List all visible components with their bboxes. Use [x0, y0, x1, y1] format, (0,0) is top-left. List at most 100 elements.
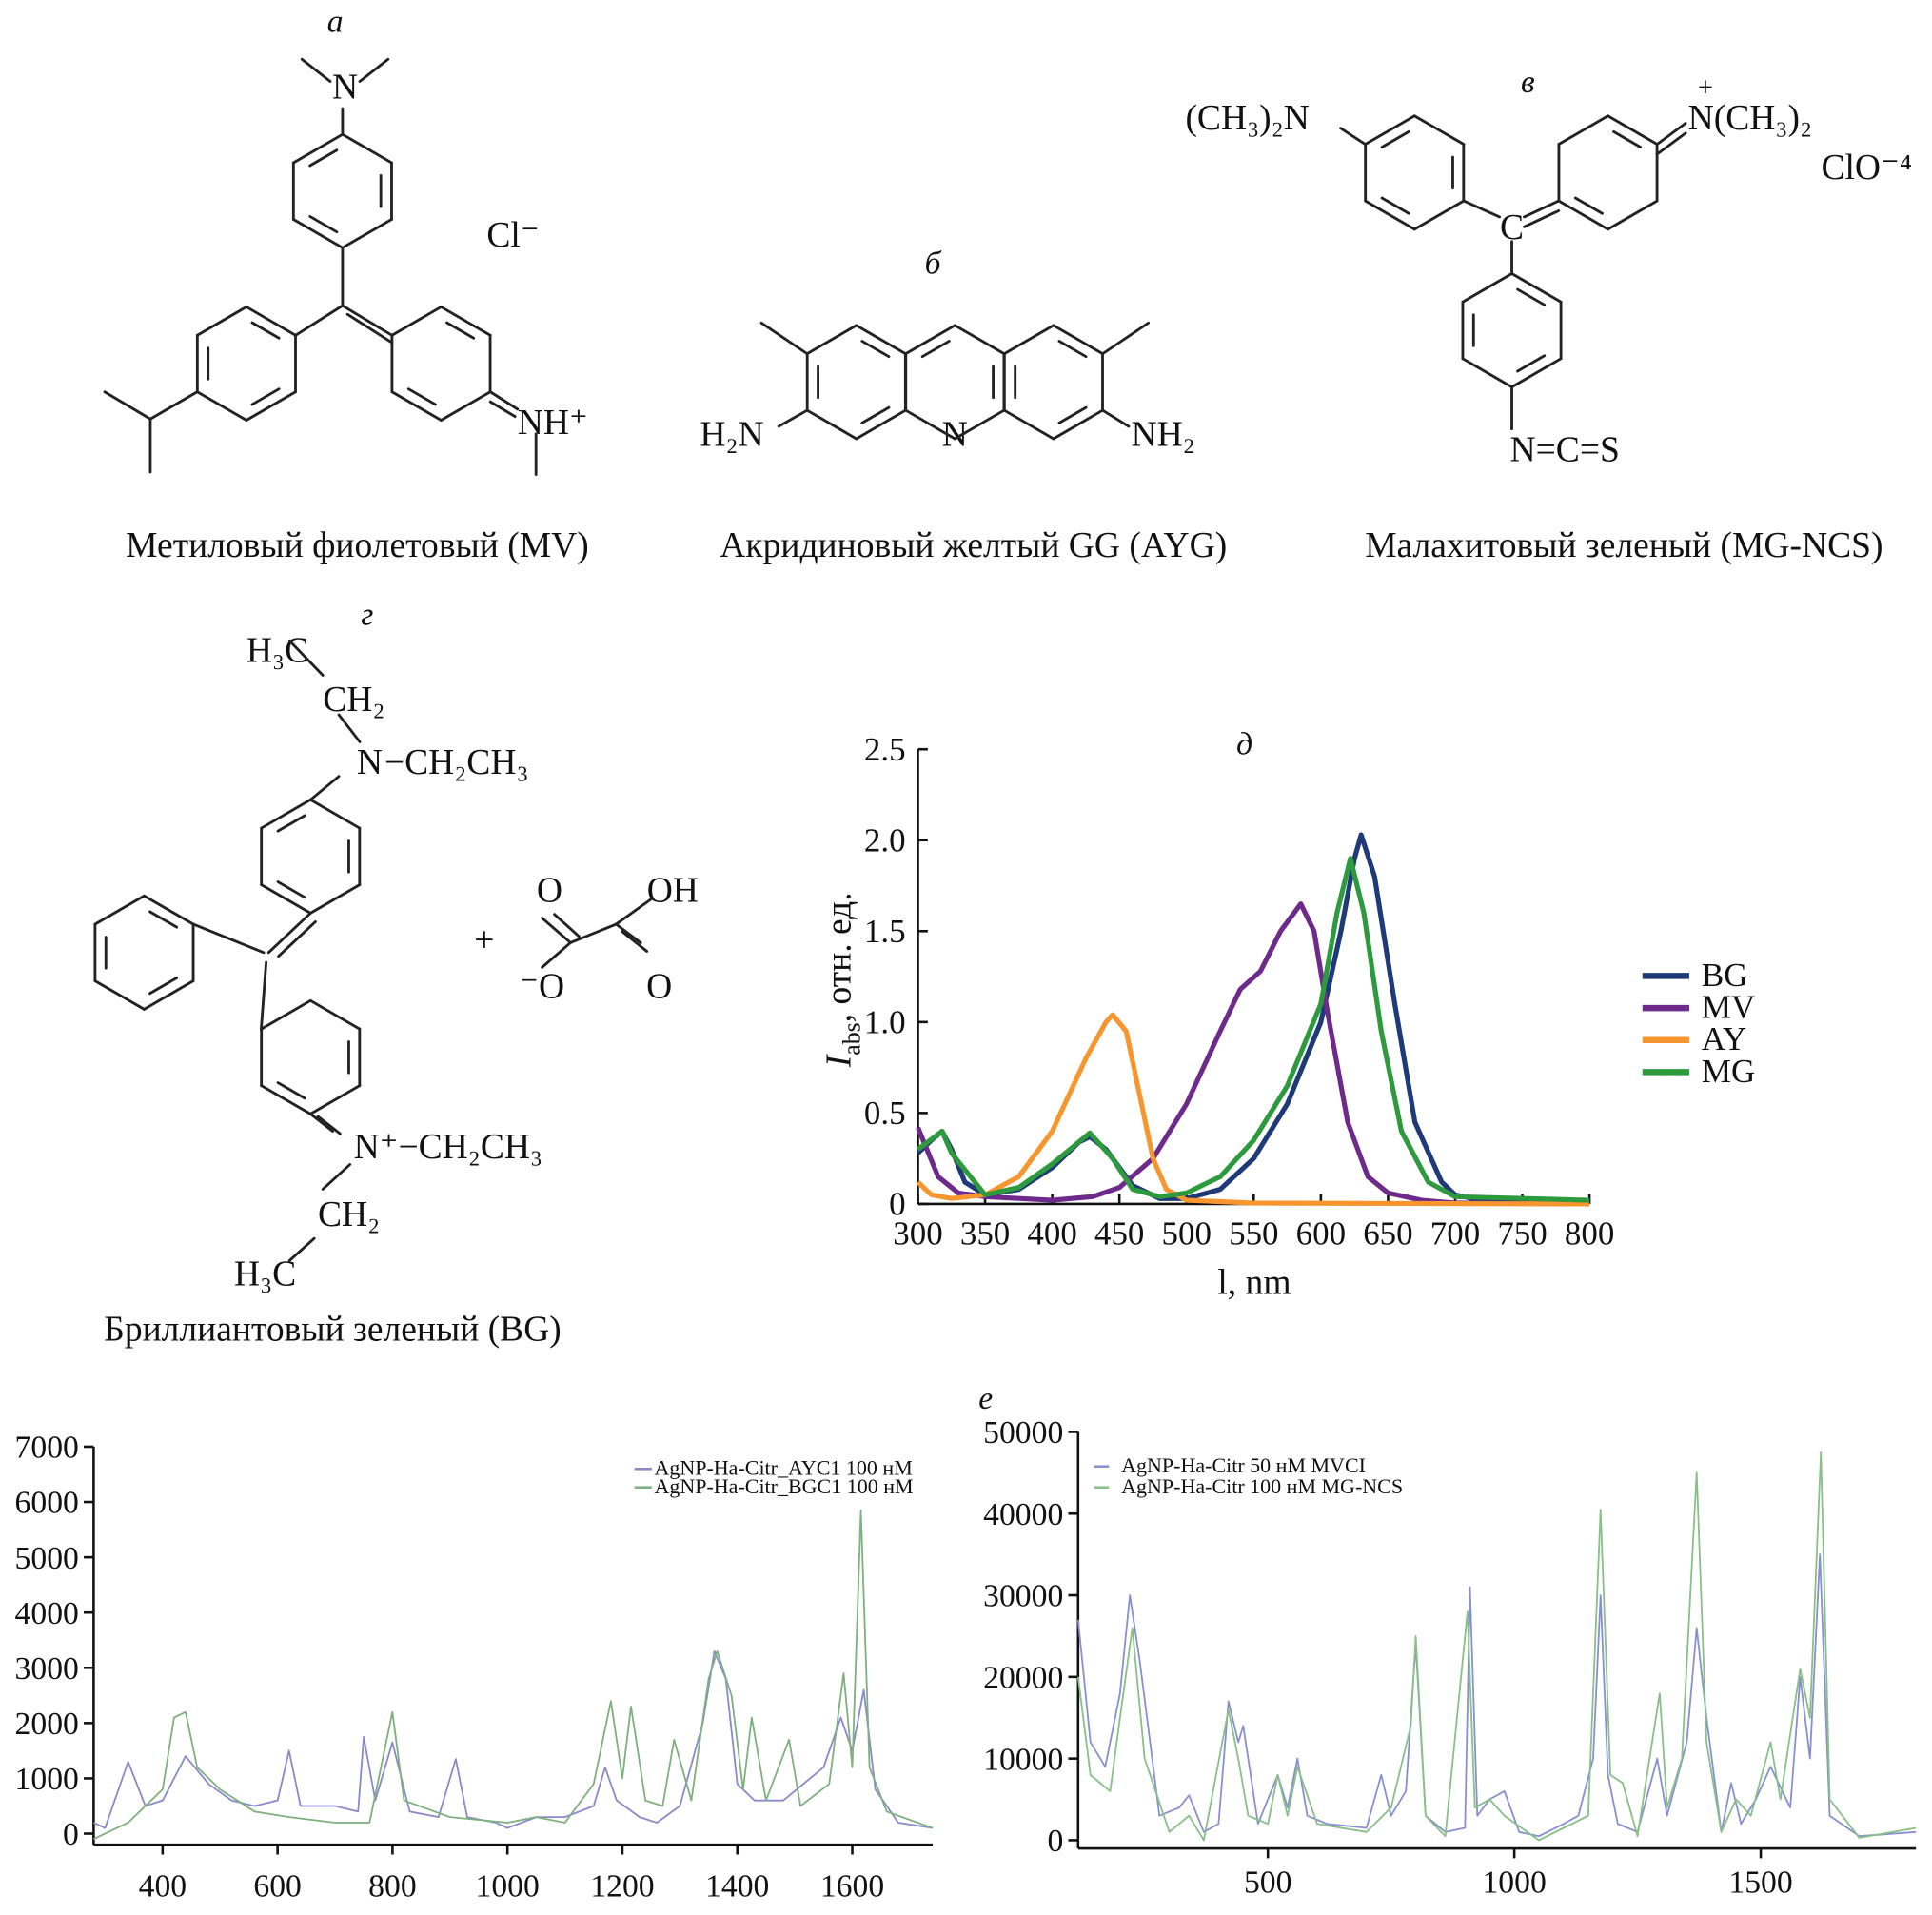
atom-ncs: N=C=S: [1510, 430, 1620, 469]
x-tick-label: 400: [1027, 1215, 1076, 1253]
bond: [621, 930, 649, 953]
x-tick-label: 1600: [820, 1869, 884, 1905]
series-line-ay: [916, 1012, 1590, 1207]
bond: [260, 998, 312, 1031]
bond: [1052, 324, 1104, 356]
bond: [390, 390, 443, 422]
legend-label: AgNP-Ha-Citr_AYC1 100 нМ: [654, 1456, 912, 1480]
bond: [291, 218, 345, 249]
y-axis-label: Iabs, отн. ед.: [819, 892, 865, 1068]
bond: [541, 941, 572, 969]
bond: [553, 913, 581, 938]
series-line-mg: [916, 856, 1590, 1203]
y-tick-label: 30000: [983, 1579, 1063, 1614]
y-tick-label: 2.0: [864, 821, 906, 859]
bond: [276, 814, 306, 833]
bond: [904, 324, 956, 356]
y-tick-label: 1.5: [864, 913, 906, 950]
bond: [143, 979, 195, 1011]
atom-n: N: [332, 69, 358, 108]
series-line-mv: [916, 901, 1590, 1207]
bond: [614, 922, 642, 944]
bond: [1516, 287, 1547, 306]
bond: [1057, 405, 1088, 424]
bond: [1510, 357, 1563, 389]
y-tick-label: 1000: [15, 1762, 79, 1797]
atom-oh: OH: [647, 872, 699, 911]
bond: [390, 306, 443, 337]
bond: [1057, 340, 1088, 359]
caption-bg: Бриллиантовый зеленый (BG): [104, 1311, 562, 1350]
y-tick-label: 7000: [15, 1431, 79, 1466]
bond: [953, 408, 1006, 441]
bond: [1339, 127, 1367, 146]
y-tick-label: 2.5: [864, 731, 906, 768]
bond: [308, 775, 341, 801]
bond: [1364, 199, 1416, 231]
series-line-agnp-ha-citr-ayc1-100-: [93, 1649, 934, 1829]
structure-brilliant-green: г H₃C CH₂ N −CH₂CH₃ N⁺−CH₂CH₃ CH₂ H₃C + …: [104, 597, 699, 1349]
bond: [1052, 408, 1104, 441]
caption-mg: Малахитовый зеленый (MG-NCS): [1365, 526, 1883, 565]
caption-mv: Метиловый фиолетовый (MV): [126, 526, 589, 565]
bond: [294, 304, 345, 337]
x-tick-label: 350: [960, 1215, 1010, 1253]
legend-label: AgNP-Ha-Citr_BGC1 100 нМ: [654, 1474, 913, 1498]
y-tick-label: 0: [889, 1186, 905, 1223]
panel-letter-a: а: [327, 5, 344, 40]
bond: [440, 306, 492, 337]
x-tick-label: 550: [1229, 1215, 1278, 1253]
bond: [488, 390, 520, 411]
bond: [308, 1084, 362, 1115]
y-tick-label: 0.5: [864, 1095, 906, 1132]
bond: [341, 132, 393, 165]
bond: [250, 387, 281, 406]
bond-lines: [93, 57, 1687, 1262]
x-tick-label: 1000: [476, 1869, 540, 1905]
legend-label: BG: [1702, 957, 1748, 994]
x-tick-label: 1000: [1482, 1866, 1546, 1901]
bond: [1380, 129, 1410, 149]
bond: [308, 215, 339, 234]
raman-chart-right: 500 1000 1500 0 10000 20000 30000 40000 50000 AgN…: [983, 1415, 1917, 1901]
bond: [1655, 131, 1687, 156]
bond: [260, 883, 312, 915]
bond: [93, 979, 146, 1011]
bond: [191, 922, 266, 955]
bond: [277, 920, 317, 958]
y-tick-label: 5000: [15, 1541, 79, 1576]
x-tick-label: 800: [1565, 1215, 1614, 1253]
x-tick-label: 450: [1094, 1215, 1144, 1253]
atom-n-ring: N: [942, 416, 968, 455]
x-tick-label: 600: [1296, 1215, 1346, 1253]
bond: [1557, 114, 1609, 146]
bond: [777, 408, 809, 428]
bond: [445, 321, 476, 340]
bond: [1462, 199, 1502, 219]
bond: [143, 894, 195, 926]
bond: [1510, 272, 1563, 304]
bond: [953, 324, 1006, 356]
bond: [245, 390, 297, 422]
bond: [1607, 199, 1659, 231]
x-tick-label: 800: [368, 1869, 416, 1905]
x-tick-label: 650: [1363, 1215, 1412, 1253]
bond: [260, 960, 268, 1031]
raman-chart-left: 400 600 800 1000 1200 1400 1600 0 1000 2000 3000 40…: [15, 1431, 934, 1905]
bond: [488, 400, 517, 419]
bond: [860, 405, 891, 424]
bond: [1461, 272, 1513, 304]
legend-label: AY: [1702, 1020, 1746, 1057]
plus-charge: +: [1698, 73, 1713, 103]
bond: [1612, 129, 1643, 149]
bond: [904, 408, 956, 441]
bond: [1607, 114, 1659, 146]
bond: [1516, 354, 1547, 373]
counter-ion: ClO⁻⁴: [1821, 148, 1911, 188]
counter-ion: Cl⁻: [486, 216, 539, 255]
bond: [321, 1163, 352, 1191]
bond: [1101, 321, 1151, 356]
bond: [440, 390, 492, 422]
bond: [308, 883, 362, 915]
